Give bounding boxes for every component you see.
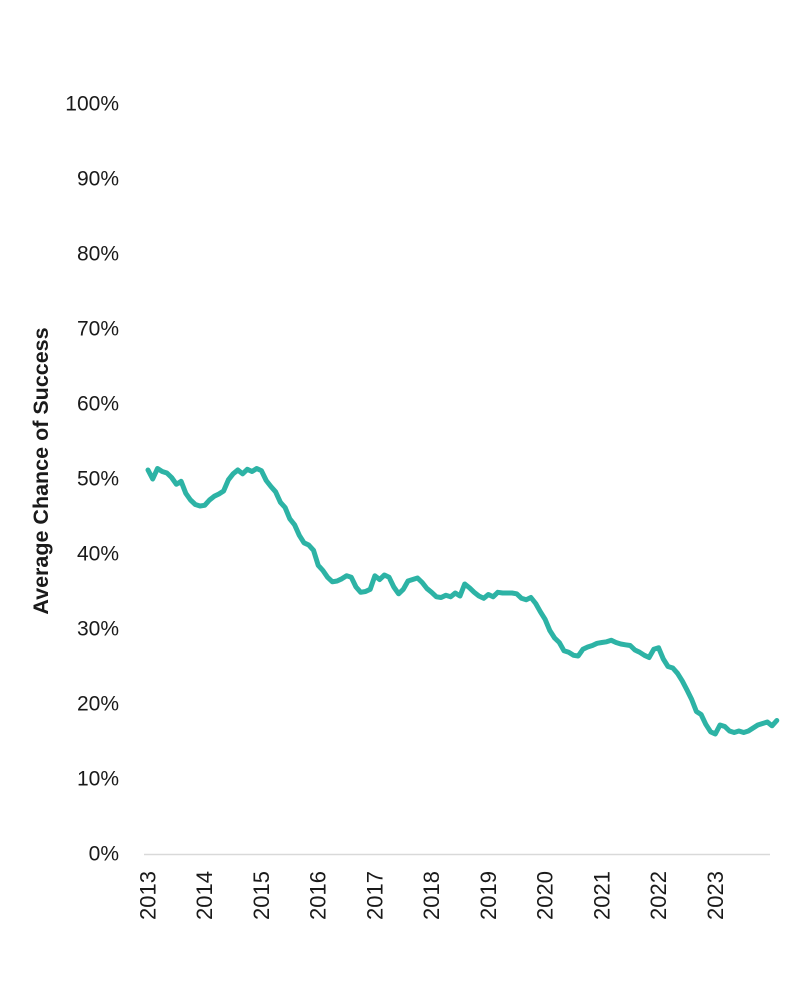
y-tick-label: 40% [77,543,119,566]
y-tick-label: 50% [77,468,119,491]
x-tick-label: 2022 [646,871,671,920]
y-axis-title: Average Chance of Success [29,327,53,614]
x-tick-label: 2014 [192,871,217,920]
y-axis: 100% 90% 80% 70% 60% 50% 40% 30% 20% 10% 0% [65,93,119,866]
y-tick-label: 60% [77,393,119,416]
y-tick-label: 100% [65,93,119,116]
y-tick-label: 90% [77,168,119,191]
trend-line [145,466,780,737]
y-tick-label: 70% [77,318,119,341]
y-tick-label: 30% [77,618,119,641]
x-tick-label: 2016 [306,871,331,920]
x-tick-label: 2023 [703,871,728,920]
y-tick-label: 20% [77,693,119,716]
x-tick-label: 2013 [136,871,161,920]
x-tick-label: 2018 [419,871,444,920]
y-tick-label: 0% [89,843,119,866]
x-tick-label: 2017 [362,871,387,920]
y-tick-label: 10% [77,768,119,791]
x-axis: 2013 2014 2015 2016 2017 2018 2019 2020 2021 2022… [136,871,728,920]
x-tick-label: 2021 [589,871,614,920]
x-tick-label: 2020 [533,871,558,920]
x-tick-label: 2015 [249,871,274,920]
x-tick-label: 2019 [476,871,501,920]
y-tick-label: 80% [77,243,119,266]
